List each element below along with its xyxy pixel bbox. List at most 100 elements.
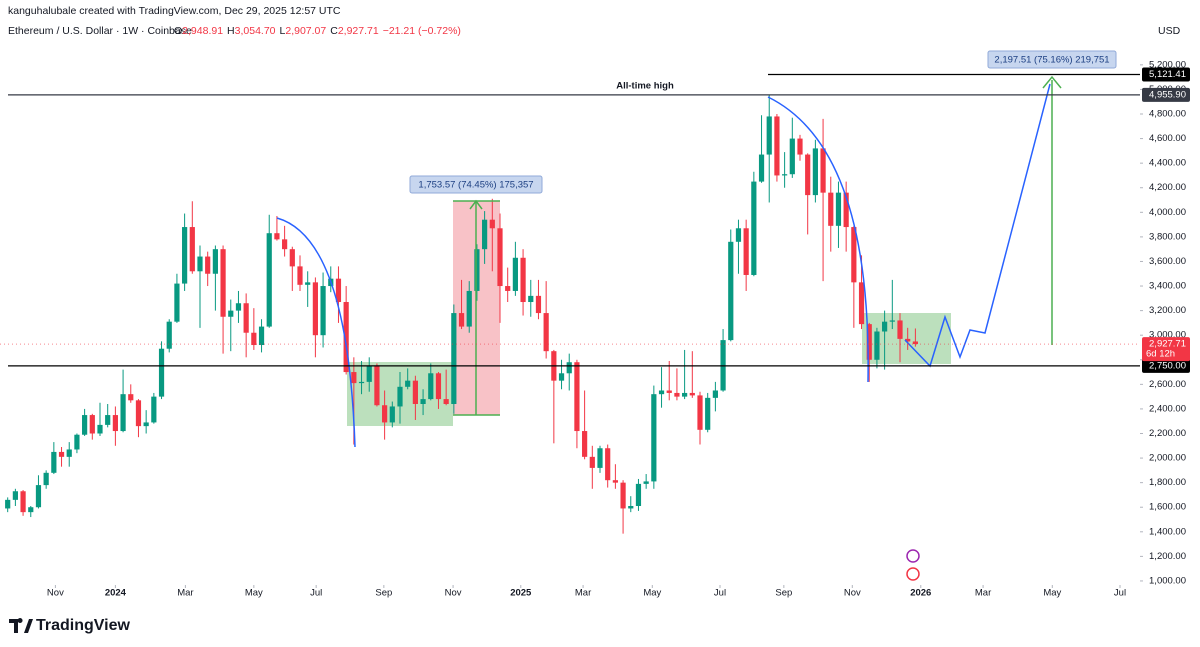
- candle-body: [12, 491, 18, 500]
- candle-body: [643, 481, 649, 484]
- candle-body: [835, 192, 842, 226]
- x-tick-label: 2025: [510, 588, 532, 599]
- candle-body: [858, 282, 865, 325]
- y-tick-label: 3,200.00: [1149, 305, 1186, 316]
- x-tick-label: 2024: [105, 588, 127, 599]
- candle-body: [828, 192, 834, 226]
- candle-body: [728, 241, 734, 341]
- y-tick-label: 5,200.00: [1149, 59, 1186, 70]
- price-label-box: [1142, 67, 1190, 82]
- candle-body: [443, 399, 449, 405]
- candle-body: [374, 365, 380, 406]
- candle-body: [20, 491, 26, 513]
- candle-body: [397, 386, 403, 407]
- candle-body: [497, 228, 503, 287]
- attribution: kanguhalubale created with TradingView.c…: [8, 5, 341, 17]
- ohlc-value: 3,054.70: [235, 25, 276, 37]
- candle-body: [674, 392, 680, 397]
- price-label-box: [1142, 358, 1190, 373]
- candle-body: [520, 257, 526, 303]
- y-tick-label: 4,000.00: [1149, 207, 1186, 218]
- candle-body: [143, 422, 149, 427]
- candle-body: [505, 286, 511, 291]
- x-tick-label: May: [643, 588, 661, 599]
- candle-body: [312, 282, 318, 336]
- candle-body: [797, 138, 803, 155]
- candle-body: [182, 227, 188, 284]
- candle-body: [843, 192, 849, 228]
- event-icon: [906, 549, 920, 563]
- x-tick-label: May: [1043, 588, 1061, 599]
- candle-body: [735, 228, 742, 242]
- measure-label: 2,197.51 (75.16%) 219,751: [994, 55, 1109, 66]
- candle-body: [412, 380, 418, 405]
- y-tick-label: 4,600.00: [1149, 133, 1186, 144]
- candle-body: [751, 181, 757, 275]
- x-tick-label: Jul: [1114, 588, 1126, 599]
- candle-body: [235, 303, 242, 311]
- candle-body: [782, 174, 788, 176]
- y-tick-label: 3,400.00: [1149, 281, 1186, 292]
- y-tick-label: 1,600.00: [1149, 502, 1186, 513]
- arrow-head: [469, 199, 483, 210]
- candle-body: [628, 505, 634, 509]
- candle-body: [582, 431, 588, 457]
- candle-body: [766, 116, 772, 155]
- y-tick-label: 4,800.00: [1149, 109, 1186, 120]
- candle-body: [635, 483, 642, 506]
- candle-body: [682, 392, 688, 397]
- candle-body: [466, 290, 472, 327]
- x-tick-label: Nov: [47, 588, 64, 599]
- x-tick-label: Mar: [975, 588, 991, 599]
- candle-body: [589, 456, 595, 468]
- x-tick-label: Sep: [775, 588, 792, 599]
- x-tick-label: Nov: [445, 588, 462, 599]
- candle-body: [35, 485, 42, 508]
- candle-body: [705, 397, 711, 430]
- candles: [5, 94, 918, 534]
- candle-body: [220, 249, 226, 317]
- candle-body: [774, 116, 780, 176]
- candle-body: [158, 348, 165, 397]
- candle-body: [658, 390, 665, 395]
- candle-body: [212, 249, 218, 274]
- brand: TradingView: [36, 617, 131, 634]
- candle-body: [666, 390, 672, 393]
- ohlc-value: 2,907.07: [285, 25, 326, 37]
- price-label: 5,121.41: [1149, 69, 1186, 80]
- candle-body: [874, 331, 880, 360]
- candle-body: [612, 480, 618, 483]
- candle-body: [166, 321, 172, 349]
- arc: [767, 96, 869, 383]
- candle-body: [297, 266, 303, 285]
- candle-body: [120, 394, 126, 432]
- candle-body: [435, 373, 442, 400]
- candle-body: [789, 138, 795, 175]
- candle-body: [66, 449, 72, 457]
- candle-body: [697, 395, 703, 430]
- ohlc-header: O2,948.91 H3,054.70 L2,907.07 C2,927.71 −21.…: [174, 25, 461, 37]
- candle-body: [43, 472, 49, 486]
- last-price-label: 2,927.71: [1149, 339, 1186, 350]
- candle-body: [489, 219, 495, 229]
- candle-body: [535, 295, 542, 314]
- candle-body: [528, 295, 534, 303]
- candle-body: [820, 148, 826, 193]
- candle-body: [112, 415, 118, 432]
- candle-body: [82, 415, 88, 435]
- ohlc-key: H: [227, 25, 235, 37]
- candle-body: [105, 415, 111, 425]
- y-tick-label: 3,800.00: [1149, 231, 1186, 242]
- candle-body: [89, 415, 95, 434]
- candle-body: [889, 320, 895, 322]
- x-tick-label: Jul: [310, 588, 322, 599]
- candle-body: [343, 302, 349, 373]
- candle-body: [5, 499, 11, 509]
- price-label-box: [1142, 87, 1190, 102]
- candle-body: [512, 257, 518, 291]
- logo-mark: [9, 618, 33, 633]
- candle-body: [251, 332, 257, 346]
- ohlc-key: L: [280, 25, 286, 37]
